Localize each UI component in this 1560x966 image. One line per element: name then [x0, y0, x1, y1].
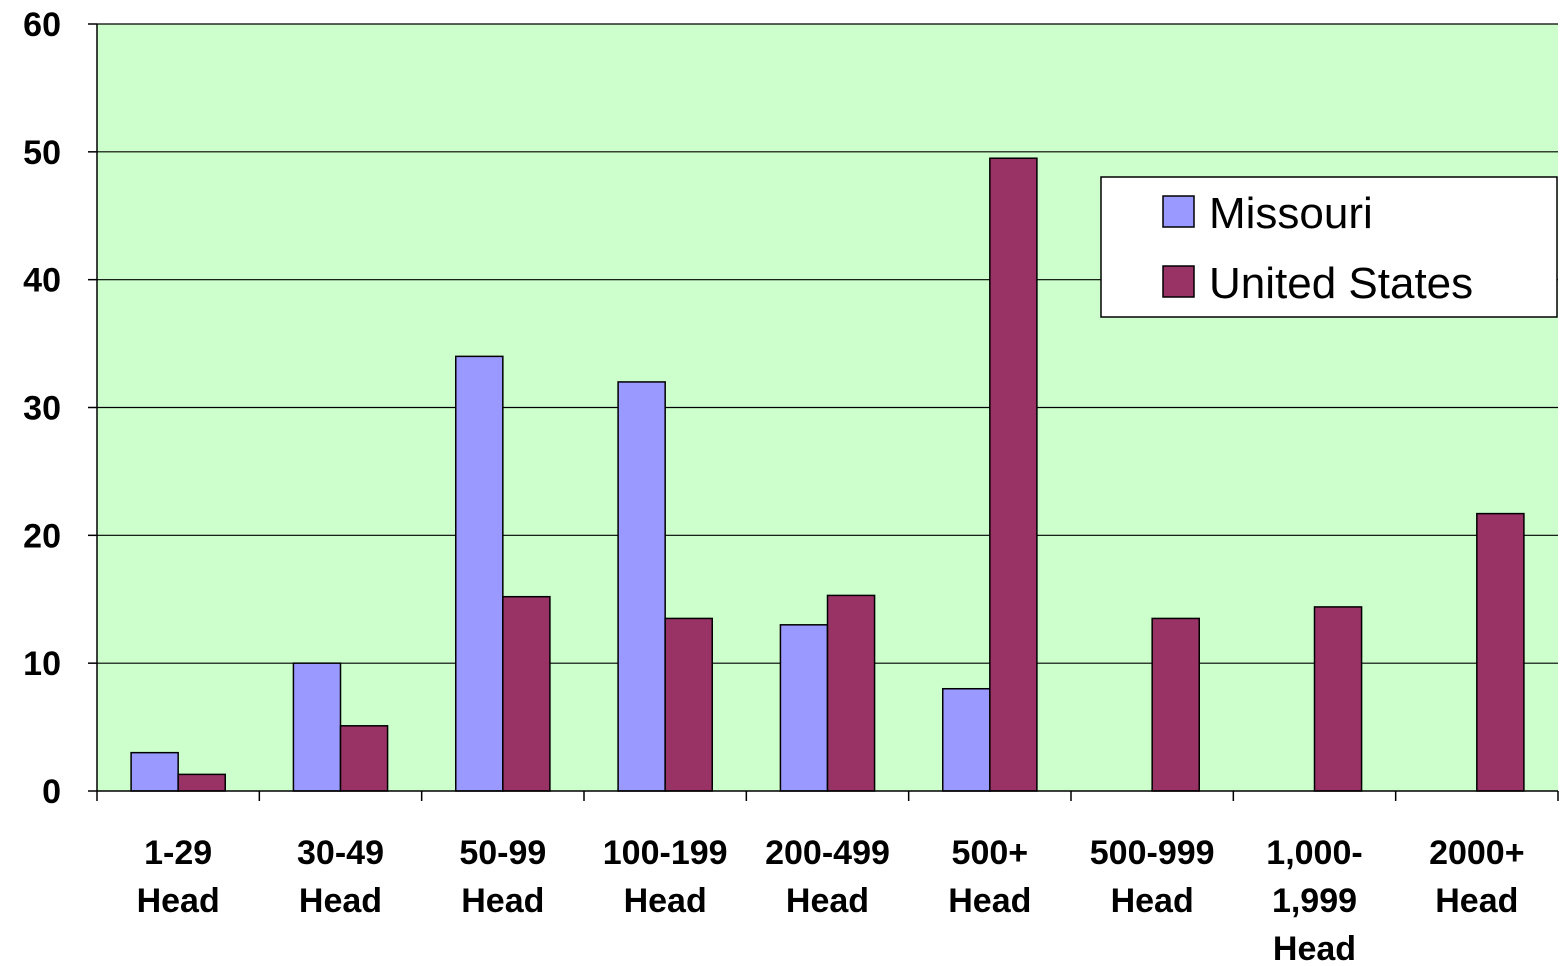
- y-tick-label: 30: [23, 390, 61, 428]
- x-category-label: 200-499: [765, 834, 890, 872]
- bar-united-states: [664, 617, 713, 792]
- bar-missouri: [455, 355, 504, 792]
- x-category-label: Head: [1273, 930, 1356, 966]
- x-category-label: 50-99: [459, 834, 546, 872]
- x-category-label: Head: [299, 882, 382, 920]
- bar-united-states: [826, 594, 876, 792]
- y-tick-label: 50: [23, 134, 61, 172]
- legend-swatch-united-states: [1162, 265, 1195, 298]
- bar-united-states: [989, 157, 1038, 792]
- bar-united-states: [339, 725, 389, 792]
- x-category-label: Head: [137, 882, 220, 920]
- x-category-label: 1,000-: [1266, 834, 1362, 872]
- x-category-label: 1,999: [1272, 882, 1357, 920]
- legend-label-united-states: United States: [1209, 259, 1473, 308]
- x-category-label: 500-999: [1090, 834, 1215, 872]
- x-category-label: 2000+: [1429, 834, 1525, 872]
- bar-missouri: [779, 624, 829, 792]
- y-tick-label: 40: [23, 262, 61, 300]
- bars: [130, 157, 1525, 792]
- bar-missouri: [617, 381, 666, 792]
- y-tick-label: 10: [23, 645, 61, 683]
- y-tick-labels: 0 10 20 30 40 50 60: [23, 6, 61, 811]
- x-category-label: 500+: [952, 834, 1029, 872]
- x-category-label: Head: [1111, 882, 1194, 920]
- x-category-label: Head: [1435, 882, 1518, 920]
- legend-label-missouri: Missouri: [1209, 189, 1373, 238]
- legend: Missouri United States: [1100, 176, 1558, 318]
- bar-united-states: [502, 595, 551, 792]
- y-tick-label: 20: [23, 517, 61, 555]
- y-tick-label: 0: [42, 773, 61, 811]
- x-category-label: Head: [624, 882, 707, 920]
- bar-united-states: [1151, 617, 1200, 792]
- x-category-label: 30-49: [297, 834, 384, 872]
- legend-swatch-missouri: [1162, 195, 1195, 228]
- x-category-label: 1-29: [144, 834, 212, 872]
- bar-united-states: [1313, 606, 1363, 792]
- x-category-label: Head: [461, 882, 544, 920]
- x-category-label: 100-199: [603, 834, 728, 872]
- x-category-label: Head: [948, 882, 1031, 920]
- axes: [88, 23, 1559, 801]
- bar-missouri: [130, 751, 179, 792]
- bar-united-states: [177, 773, 226, 792]
- x-category-label: Head: [786, 882, 869, 920]
- y-tick-label: 60: [23, 6, 61, 44]
- x-category-labels: 1-29 Head 30-49 Head 50-99 Head 100-199 Head 200…: [137, 834, 1525, 966]
- bar-united-states: [1476, 512, 1525, 792]
- bar-missouri: [942, 687, 991, 792]
- bar-missouri: [292, 662, 342, 792]
